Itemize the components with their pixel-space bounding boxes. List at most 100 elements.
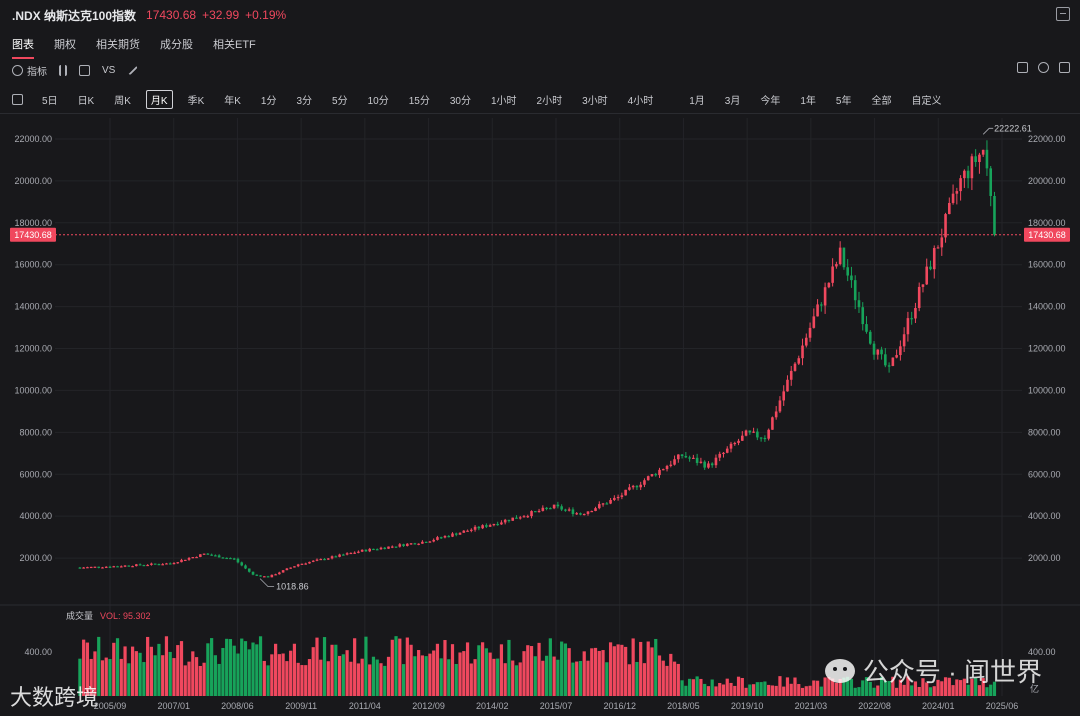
period-3[interactable]: 月K [145, 89, 173, 109]
camera-icon[interactable] [1017, 62, 1028, 73]
volume-title: 成交量 [66, 610, 93, 621]
candle-body [925, 266, 929, 285]
candle-body [447, 536, 451, 538]
volume-bar [454, 663, 458, 696]
candle-body [123, 565, 127, 567]
candle-body [470, 529, 473, 531]
volume-bar [947, 677, 951, 696]
candle-body [921, 284, 925, 287]
candle-body [97, 566, 101, 568]
volume-value: VOL: 95.302 [100, 611, 151, 621]
volume-bar [161, 655, 165, 696]
candle-body [891, 357, 895, 366]
volume-bar [255, 644, 259, 696]
period-10[interactable]: 15分 [408, 95, 430, 107]
period-15[interactable]: 4小时 [627, 95, 654, 107]
period-8[interactable]: 5分 [332, 95, 348, 107]
settings-icon[interactable] [1038, 62, 1049, 73]
indicator-button[interactable]: 指标 [12, 63, 47, 78]
period-9[interactable]: 10分 [367, 95, 389, 107]
candle-body [349, 552, 353, 555]
range-3[interactable]: 1年 [800, 95, 816, 107]
volume-bar [913, 681, 918, 696]
candle-body [579, 513, 582, 515]
tab-options[interactable]: 期权 [54, 39, 76, 51]
period-11[interactable]: 30分 [449, 95, 471, 107]
candle-body [402, 544, 405, 546]
draw-button[interactable] [127, 64, 139, 76]
candle-body [985, 149, 989, 169]
volume-bar [503, 663, 507, 696]
range-2[interactable]: 今年 [760, 95, 781, 107]
candle-body [406, 543, 409, 546]
last-price-tag-right-text: 17430.68 [1028, 230, 1066, 240]
fullscreen-button[interactable] [79, 64, 90, 76]
volume-bar [518, 662, 522, 696]
candle-body [364, 549, 368, 552]
x-tick-label: 2009/11 [285, 701, 317, 711]
period-6[interactable]: 1分 [260, 95, 277, 107]
volume-bar [401, 664, 406, 696]
volume-bar [548, 638, 552, 696]
volume-bar [755, 682, 759, 696]
period-0[interactable]: 5日 [42, 95, 58, 107]
volume-bar [386, 656, 391, 696]
candle-style-button[interactable] [59, 64, 67, 76]
candle-body [533, 511, 537, 513]
volume-bar [179, 641, 184, 696]
candle-body [688, 457, 691, 459]
exit-fullscreen-icon[interactable] [1056, 7, 1070, 21]
candle-body [214, 555, 217, 557]
candle-body [345, 553, 349, 555]
volume-bar [225, 638, 229, 696]
volume-bar [394, 636, 398, 696]
period-5[interactable]: 年K [224, 95, 241, 107]
volume-bar [774, 685, 778, 696]
volume-bar [112, 642, 116, 696]
candle-body [296, 564, 300, 567]
period-14[interactable]: 3小时 [582, 95, 608, 107]
volume-bar [639, 641, 643, 696]
volume-bar [902, 684, 906, 696]
volume-bar [138, 652, 142, 696]
y-tick-label-left: 2000.00 [19, 553, 52, 563]
volume-bar [575, 661, 579, 696]
tab-related-etf[interactable]: 相关ETF [213, 39, 256, 51]
volume-bar [228, 639, 233, 696]
layout-icon[interactable] [12, 93, 23, 105]
volume-bar [883, 680, 887, 696]
volume-bar [243, 641, 248, 696]
volume-bar [917, 686, 921, 696]
price-chart[interactable]: 22000.00 22000.00 20000.00 20000.00 18000.00… [0, 114, 1080, 716]
candle-body [552, 504, 556, 509]
period-1[interactable]: 日K [77, 95, 95, 107]
expand-icon[interactable] [1059, 62, 1070, 73]
range-4[interactable]: 5年 [835, 95, 852, 107]
period-7[interactable]: 3分 [296, 95, 313, 107]
range-6[interactable]: 自定义 [911, 95, 942, 107]
tab-constituents[interactable]: 成分股 [160, 39, 193, 51]
volume-bar [879, 677, 884, 696]
period-12[interactable]: 1小时 [490, 95, 517, 107]
candle-body [951, 193, 955, 203]
candle-body [383, 547, 387, 549]
period-13[interactable]: 2小时 [536, 95, 563, 107]
tab-related-futures[interactable]: 相关期货 [96, 39, 140, 51]
range-1[interactable]: 3月 [724, 95, 741, 107]
price-change-percent: +0.19% [245, 8, 287, 22]
candle-body [379, 547, 383, 550]
volume-bar [725, 678, 729, 696]
volume-bar [383, 665, 387, 696]
period-2[interactable]: 周K [114, 95, 131, 107]
candle-body [692, 457, 695, 460]
period-4[interactable]: 季K [187, 95, 205, 107]
range-5[interactable]: 全部 [871, 95, 892, 107]
volume-bar [496, 658, 500, 696]
volume-bar [985, 687, 989, 696]
candle-body [737, 440, 740, 443]
compare-button[interactable]: VS [102, 64, 116, 76]
candle-body [899, 346, 902, 356]
candle-body [857, 300, 861, 308]
range-0[interactable]: 1月 [689, 95, 705, 107]
tab-chart[interactable]: 图表 [12, 36, 34, 59]
